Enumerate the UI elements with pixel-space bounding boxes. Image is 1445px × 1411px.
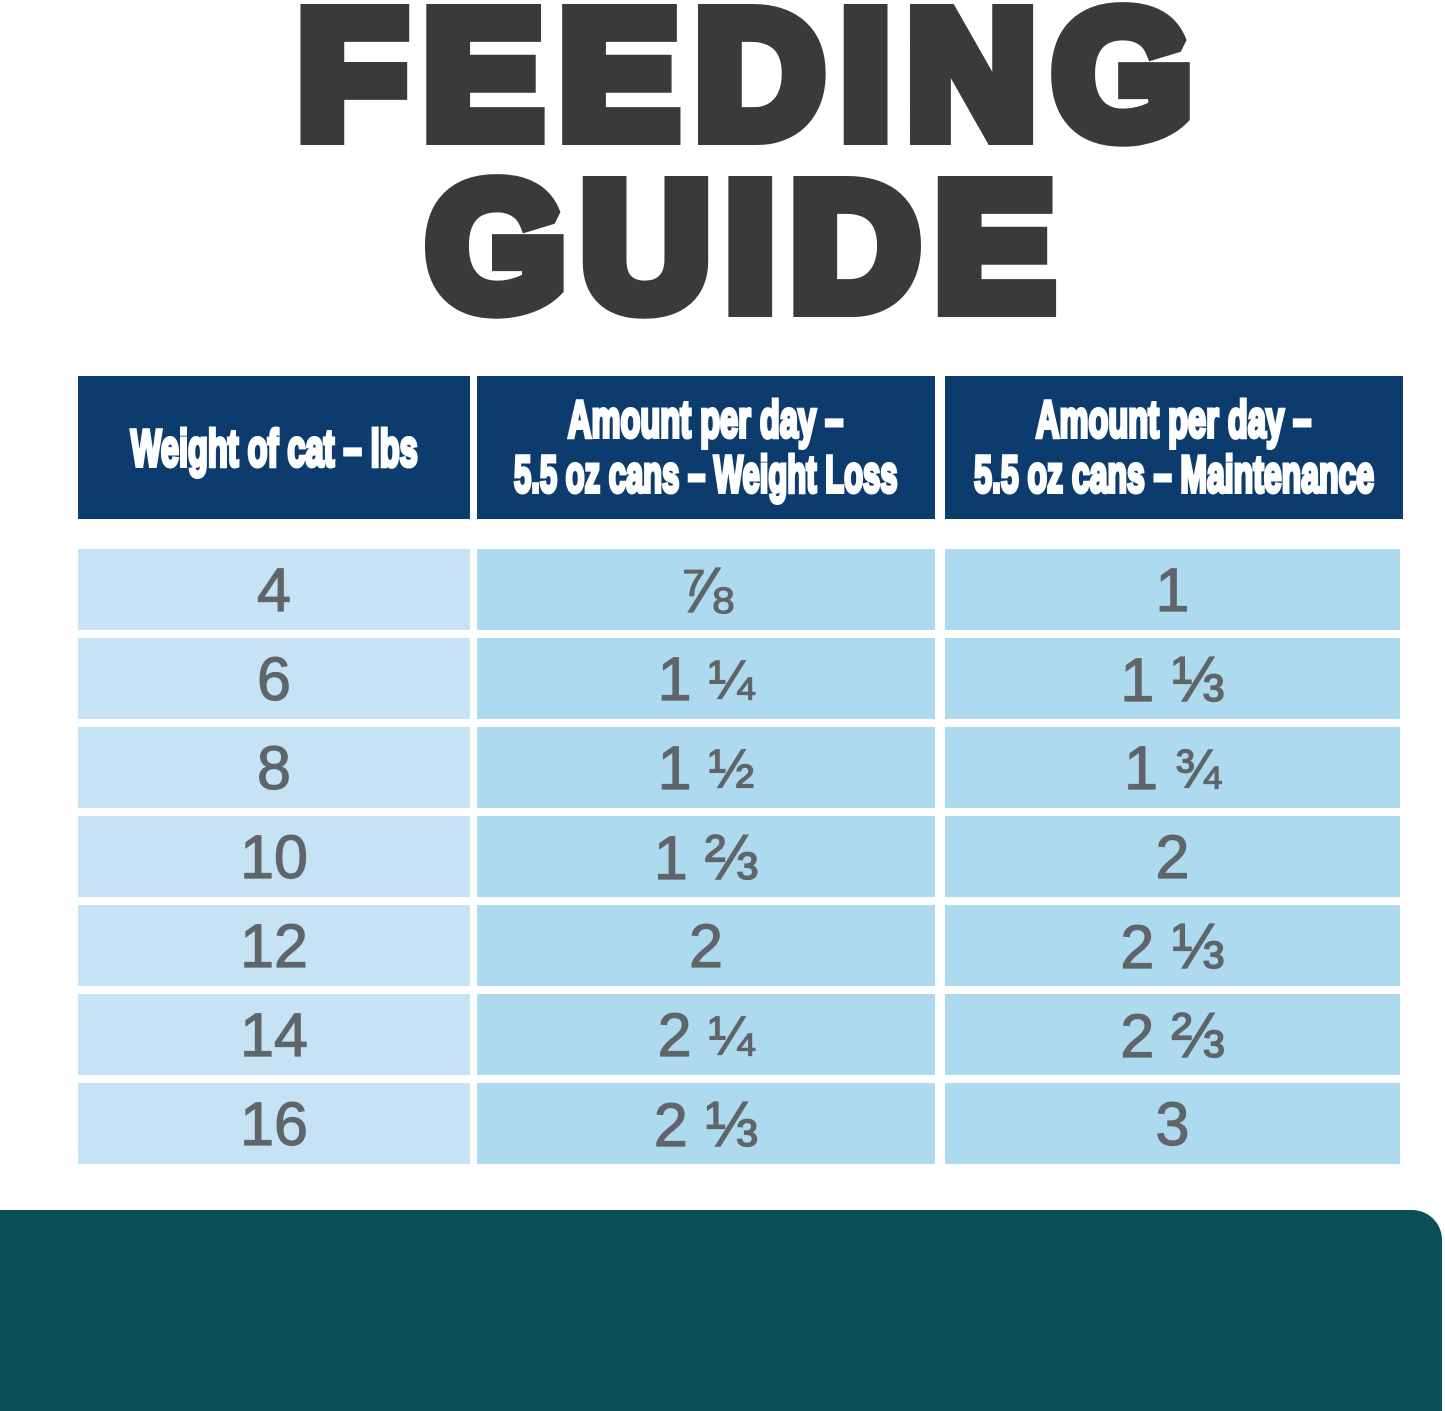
svg-text:GUIDE: GUIDE xyxy=(427,146,1070,345)
svg-text:FEEDING: FEEDING xyxy=(298,0,1209,174)
